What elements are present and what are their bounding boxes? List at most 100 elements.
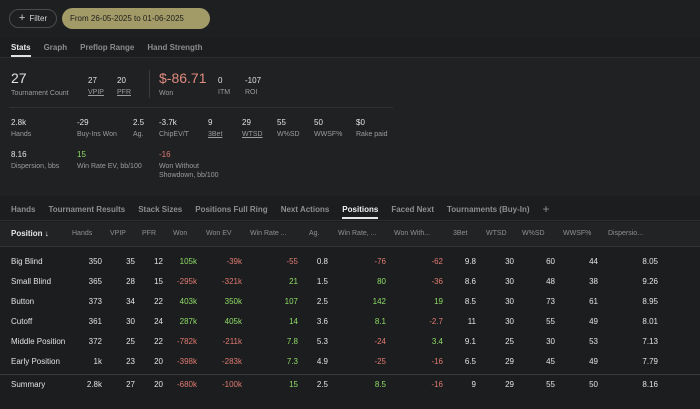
table-row[interactable]: Cutoff 361 30 24 287k 405k 14 3.6 8.1 -2.7 11 30 55 4… (0, 312, 700, 332)
cell-won: 105k (179, 257, 197, 266)
cell-won-without: -16 (431, 380, 443, 389)
tab-tournaments-buyin[interactable]: Tournaments (Buy-In) (447, 205, 530, 214)
cell-won-without: 19 (434, 297, 443, 306)
cell-won-ev: 350k (224, 297, 242, 306)
cell-won-ev: -321k (221, 277, 242, 286)
cell-wtsd: 29 (505, 357, 514, 366)
cell-3bet: 8.6 (464, 277, 476, 286)
column-header-wsd[interactable]: W%SD (522, 230, 545, 237)
cell-win-rate: 107 (284, 297, 298, 306)
table-row[interactable]: Button 373 34 22 403k 350k 107 2.5 142 19 8.5 30 73 6… (0, 292, 700, 312)
tab-hands[interactable]: Hands (11, 205, 36, 214)
column-header-win-rate-2[interactable]: Win Rate, ... (338, 230, 377, 237)
cell-wwsf: 53 (589, 337, 598, 346)
cell-won: -398k (176, 357, 197, 366)
cell-vpip: 28 (126, 277, 135, 286)
cell-wwsf: 44 (589, 257, 598, 266)
tab-stats[interactable]: Stats (11, 43, 31, 57)
cell-won-without: -2.7 (429, 317, 443, 326)
cell-wtsd: 25 (505, 337, 514, 346)
cell-3bet: 9 (471, 380, 476, 389)
tab-next-actions[interactable]: Next Actions (280, 205, 330, 214)
cell-won: 287k (179, 317, 197, 326)
cell-won-without: -36 (431, 277, 443, 286)
divider (0, 220, 700, 221)
column-header-win-rate[interactable]: Win Rate ... (250, 230, 287, 237)
cell-ag: 4.9 (316, 357, 328, 366)
metric-buyins-won: -29 Buy-Ins Won (77, 118, 117, 138)
data-tabs: Hands Tournament Results Stack Sizes Pos… (11, 202, 550, 219)
table-row[interactable]: Early Position 1k 23 20 -398k -283k 7.3 4.9 -25 -… (0, 352, 700, 372)
tab-graph[interactable]: Graph (43, 43, 68, 52)
column-header-wwsf[interactable]: WWSF% (563, 230, 592, 237)
cell-dispersion: 9.26 (642, 277, 658, 286)
cell-pfr: 20 (154, 357, 163, 366)
table-row[interactable]: Small Blind 365 28 15 -295k -321k 21 1.5 80 -36 8.… (0, 272, 700, 292)
cell-wtsd: 30 (505, 317, 514, 326)
cell-position: Big Blind (11, 257, 43, 266)
metric-ag: 2.5 Ag. (133, 118, 145, 138)
column-header-won[interactable]: Won (173, 230, 188, 237)
column-header-wtsd[interactable]: WTSD (486, 230, 507, 237)
cell-dispersion: 8.16 (642, 380, 658, 389)
column-header-vpip[interactable]: VPIP (110, 230, 126, 237)
cell-won-without: 3.4 (431, 337, 443, 346)
filter-label: Filter (29, 14, 48, 23)
add-tab-plus-icon[interactable]: + (542, 202, 550, 216)
cell-hands: 2.8k (86, 380, 102, 389)
cell-won: -782k (176, 337, 197, 346)
cell-position: Cutoff (11, 317, 33, 326)
tab-stack-sizes[interactable]: Stack Sizes (138, 205, 183, 214)
metric-dispersion: 8.16 Dispersion, bbs (11, 150, 60, 170)
tab-faced-next[interactable]: Faced Next (391, 205, 434, 214)
cell-won-ev: -283k (221, 357, 242, 366)
cell-win-rate-2: 8.5 (374, 380, 386, 389)
metric-won-without-showdown: -16 Won Without Showdown, bb/100 (159, 150, 219, 179)
column-header-won-ev[interactable]: Won EV (206, 230, 232, 237)
tab-tournament-results[interactable]: Tournament Results (48, 205, 126, 214)
column-header-hands[interactable]: Hands (72, 230, 93, 237)
cell-wtsd: 30 (505, 277, 514, 286)
cell-win-rate-2: 142 (372, 297, 386, 306)
cell-hands: 373 (88, 297, 102, 306)
table-row[interactable]: Big Blind 350 35 12 105k -39k -55 0.8 -76 -62 9.8 3… (0, 252, 700, 272)
tab-hand-strength[interactable]: Hand Strength (147, 43, 203, 52)
cell-won-without: -16 (431, 357, 443, 366)
cell-dispersion: 7.13 (642, 337, 658, 346)
cell-3bet: 9.8 (464, 257, 476, 266)
cell-ag: 2.5 (316, 380, 328, 389)
metric-chipev: -3.7k ChipEV/T (159, 118, 189, 138)
filter-button[interactable]: + Filter (9, 9, 57, 28)
cell-won-ev: 405k (224, 317, 242, 326)
date-range-chip[interactable]: From 26-05-2025 to 01-06-2025 (62, 8, 210, 29)
column-header-dispersion[interactable]: Dispersio... (608, 230, 644, 237)
column-header-won-without[interactable]: Won With... (394, 230, 431, 237)
column-header-ag[interactable]: Ag. (309, 230, 320, 237)
cell-wwsf: 38 (589, 277, 598, 286)
cell-win-rate: -55 (286, 257, 298, 266)
cell-win-rate: 15 (289, 380, 298, 389)
summary-row[interactable]: Summary 2.8k 27 20 -680k -100k 15 2.5 8.5 -16 9 29 5… (0, 374, 700, 394)
cell-pfr: 12 (154, 257, 163, 266)
metric-itm: 0 ITM (218, 76, 231, 96)
cell-dispersion: 7.79 (642, 357, 658, 366)
cell-position: Summary (11, 380, 46, 389)
tab-preflop-range[interactable]: Preflop Range (80, 43, 135, 52)
cell-dispersion: 8.05 (642, 257, 658, 266)
metric-pfr: 20 PFR (117, 76, 131, 96)
cell-ag: 3.6 (316, 317, 328, 326)
column-header-3bet[interactable]: 3Bet (453, 230, 468, 237)
metric-rake-paid: $0 Rake paid (356, 118, 388, 138)
column-header-pfr[interactable]: PFR (142, 230, 156, 237)
cell-won: 403k (179, 297, 197, 306)
cell-pfr: 20 (154, 380, 163, 389)
cell-wtsd: 30 (505, 257, 514, 266)
cell-won-ev: -39k (226, 257, 242, 266)
table-row[interactable]: Middle Position 372 25 22 -782k -211k 7.8 5.3 -2… (0, 332, 700, 352)
tab-positions[interactable]: Positions (342, 205, 379, 219)
metric-3bet: 9 3Bet (208, 118, 223, 138)
metric-hands: 2.8k Hands (11, 118, 32, 138)
tab-positions-full-ring[interactable]: Positions Full Ring (195, 205, 268, 214)
column-header-position[interactable]: Position ↓ (11, 229, 49, 238)
cell-vpip: 30 (126, 317, 135, 326)
